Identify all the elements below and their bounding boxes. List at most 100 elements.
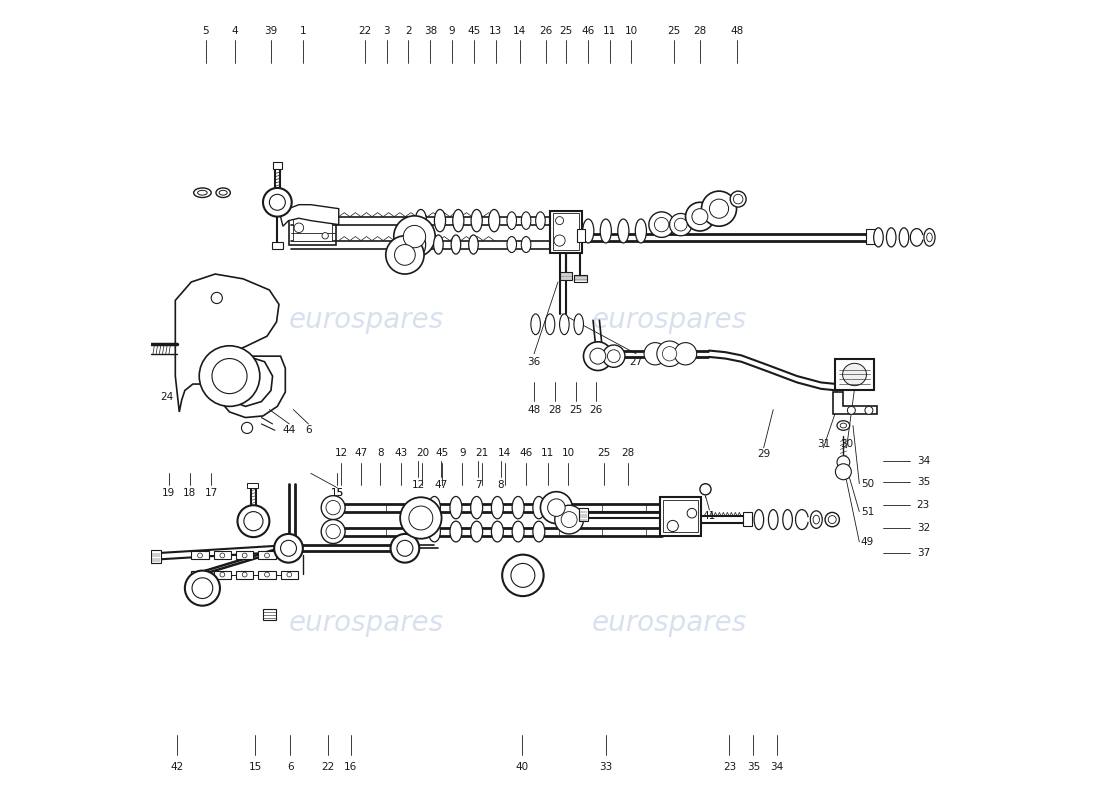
Text: 49: 49 — [861, 537, 875, 547]
Text: 48: 48 — [527, 406, 541, 415]
Bar — [152, 550, 161, 562]
Circle shape — [265, 553, 269, 558]
Ellipse shape — [899, 228, 909, 247]
Ellipse shape — [416, 235, 426, 254]
Text: 28: 28 — [693, 26, 706, 36]
Circle shape — [400, 498, 441, 538]
Text: 4: 4 — [232, 26, 239, 36]
Circle shape — [674, 218, 688, 231]
Ellipse shape — [488, 210, 499, 232]
Text: 2: 2 — [405, 26, 411, 36]
Bar — [660, 498, 702, 535]
Bar — [191, 570, 209, 578]
Circle shape — [510, 563, 535, 587]
Text: 35: 35 — [916, 477, 930, 487]
Circle shape — [280, 540, 297, 556]
Ellipse shape — [532, 521, 544, 542]
Text: 19: 19 — [163, 488, 176, 498]
Text: 26: 26 — [539, 26, 552, 36]
Polygon shape — [833, 392, 877, 414]
Circle shape — [242, 572, 248, 577]
Ellipse shape — [926, 233, 933, 242]
Text: 45: 45 — [468, 26, 481, 36]
Text: 16: 16 — [344, 762, 358, 772]
Bar — [578, 230, 585, 242]
Text: eurospares: eurospares — [289, 306, 444, 334]
Bar — [550, 211, 582, 253]
Ellipse shape — [434, 210, 446, 232]
Circle shape — [404, 226, 426, 248]
Text: 30: 30 — [840, 439, 854, 449]
Text: 3: 3 — [383, 26, 389, 36]
Circle shape — [390, 534, 419, 562]
Bar — [258, 570, 276, 578]
Text: 25: 25 — [597, 449, 611, 458]
Ellipse shape — [471, 497, 483, 518]
Ellipse shape — [828, 515, 836, 523]
Bar — [280, 570, 298, 578]
Bar — [294, 215, 331, 241]
Ellipse shape — [450, 497, 462, 518]
Text: 35: 35 — [747, 762, 760, 772]
Circle shape — [668, 520, 679, 531]
Text: 46: 46 — [582, 26, 595, 36]
Text: eurospares: eurospares — [289, 610, 444, 638]
Circle shape — [198, 572, 202, 577]
Text: 15: 15 — [330, 488, 344, 498]
Text: 25: 25 — [667, 26, 680, 36]
Text: 15: 15 — [330, 488, 344, 498]
Ellipse shape — [734, 194, 742, 204]
Ellipse shape — [513, 521, 524, 542]
Bar — [263, 609, 276, 620]
Bar — [258, 551, 276, 559]
Text: eurospares: eurospares — [592, 306, 747, 334]
Circle shape — [657, 341, 682, 366]
Circle shape — [211, 292, 222, 303]
Bar — [560, 273, 572, 281]
Circle shape — [321, 519, 345, 543]
Text: 33: 33 — [600, 762, 613, 772]
Ellipse shape — [755, 510, 763, 530]
Circle shape — [220, 572, 224, 577]
Text: 31: 31 — [817, 439, 830, 449]
Text: 21: 21 — [475, 449, 488, 458]
Bar — [272, 242, 283, 249]
Text: 15: 15 — [249, 762, 262, 772]
Ellipse shape — [219, 190, 227, 195]
Circle shape — [556, 217, 563, 225]
Circle shape — [409, 506, 432, 530]
Circle shape — [837, 456, 850, 469]
Circle shape — [662, 346, 676, 361]
Circle shape — [607, 350, 620, 362]
Text: 11: 11 — [541, 449, 554, 458]
Text: 32: 32 — [916, 522, 930, 533]
Ellipse shape — [471, 210, 482, 232]
Circle shape — [395, 245, 416, 266]
Bar — [663, 501, 698, 532]
Circle shape — [649, 212, 674, 238]
Ellipse shape — [783, 510, 792, 530]
Circle shape — [561, 512, 578, 527]
Bar — [579, 509, 588, 521]
Circle shape — [847, 406, 856, 414]
Ellipse shape — [813, 515, 820, 524]
Ellipse shape — [546, 314, 554, 334]
Ellipse shape — [837, 421, 850, 430]
Text: 44: 44 — [283, 426, 296, 435]
Ellipse shape — [924, 229, 935, 246]
Circle shape — [244, 512, 263, 530]
Text: 22: 22 — [321, 762, 336, 772]
Text: 27: 27 — [629, 357, 642, 366]
Circle shape — [554, 506, 583, 534]
Text: 8: 8 — [377, 449, 384, 458]
Ellipse shape — [216, 188, 230, 198]
Circle shape — [265, 572, 269, 577]
Circle shape — [198, 553, 202, 558]
Ellipse shape — [531, 314, 540, 334]
Ellipse shape — [451, 235, 461, 254]
Ellipse shape — [618, 219, 629, 243]
Text: 6: 6 — [305, 426, 311, 435]
Ellipse shape — [507, 237, 517, 253]
Text: 28: 28 — [621, 449, 635, 458]
Circle shape — [583, 342, 613, 370]
